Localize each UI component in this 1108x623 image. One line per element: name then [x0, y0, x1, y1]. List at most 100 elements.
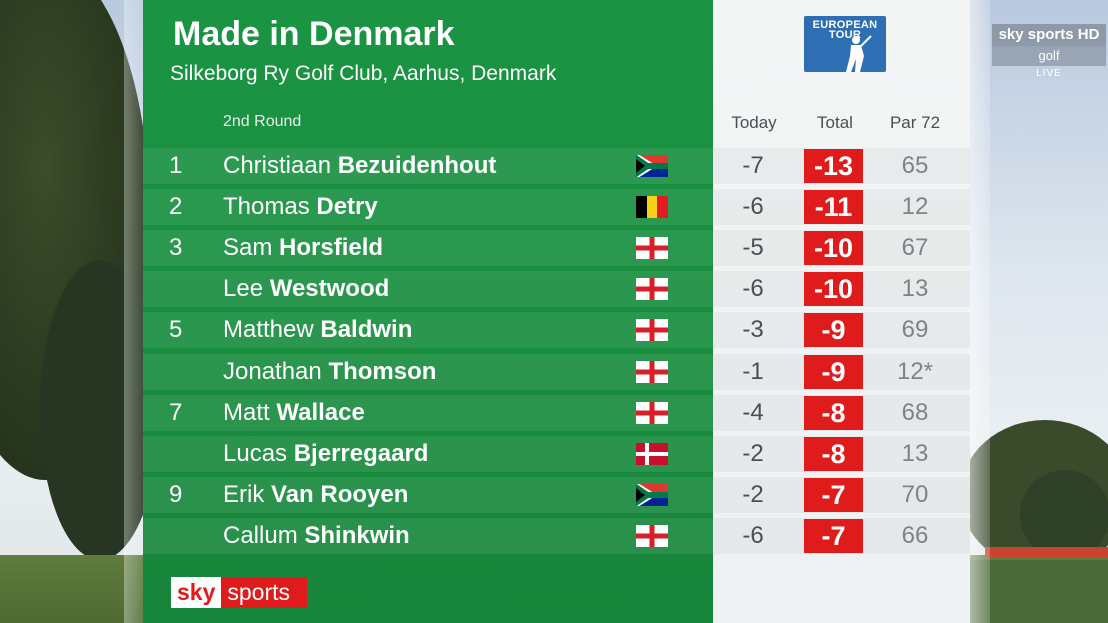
south-africa-flag-icon: [636, 155, 668, 177]
position: 5: [169, 316, 183, 343]
board-frame-left: [124, 0, 143, 623]
player-name: Lucas Bjerregaard: [223, 440, 428, 468]
position: 9: [169, 481, 183, 508]
row-background: [143, 518, 713, 554]
leaderboard-panel: [143, 0, 713, 623]
column-header-par: Par 72: [889, 113, 941, 132]
player-name: Lee Westwood: [223, 275, 389, 303]
today-score: -6: [742, 522, 764, 549]
par-round-score: 66: [901, 522, 929, 549]
row-background: [143, 148, 713, 184]
first-name: Erik: [223, 481, 265, 508]
position: 1: [169, 152, 183, 179]
player-name: Jonathan Thomson: [223, 358, 436, 386]
denmark-flag-icon: [636, 443, 668, 465]
channel-sub: golf: [992, 46, 1106, 66]
today-score: -6: [742, 193, 764, 220]
venue-subtitle: Silkeborg Ry Golf Club, Aarhus, Denmark: [170, 62, 557, 85]
position: 2: [169, 193, 183, 220]
table-row: Lucas Bjerregaard -2 -8 13: [143, 436, 970, 472]
last-name: Shinkwin: [304, 522, 410, 549]
par-round-score: 12*: [896, 358, 934, 385]
par-round-score: 13: [901, 275, 929, 302]
player-name: Christiaan Bezuidenhout: [223, 152, 496, 180]
tree: [1020, 470, 1108, 560]
hospitality-stand: [985, 547, 1108, 557]
tree: [40, 260, 160, 560]
last-name: Bjerregaard: [293, 440, 429, 467]
last-name: Westwood: [269, 275, 390, 302]
row-background: [143, 312, 713, 348]
player-name: Sam Horsfield: [223, 234, 383, 262]
sports-wordmark: sports: [221, 577, 307, 608]
sky-sports-logo: sky sports: [171, 577, 307, 608]
first-name: Christiaan: [223, 152, 332, 179]
par-round-score: 67: [901, 234, 929, 261]
south-africa-flag-icon: [636, 484, 668, 506]
row-background: [143, 436, 713, 472]
round-label: 2nd Round: [223, 113, 302, 130]
total-score: -10: [804, 272, 863, 306]
par-round-score: 12: [901, 193, 929, 220]
total-score: -10: [804, 231, 863, 265]
today-score: -2: [742, 440, 764, 467]
belgium-flag-icon: [636, 196, 668, 218]
live-indicator: LIVE: [1036, 68, 1062, 79]
first-name: Sam: [223, 234, 273, 261]
today-score: -5: [742, 234, 764, 261]
table-row: Lee Westwood -6 -10 13: [143, 271, 970, 307]
england-flag-icon: [636, 525, 668, 547]
column-header-today: Today: [731, 113, 777, 132]
european-tour-logo: EUROPEAN TOUR: [804, 16, 886, 72]
sky-wordmark: sky: [171, 577, 222, 608]
table-row: Jonathan Thomson -1 -9 12*: [143, 354, 970, 390]
first-name: Thomas: [223, 193, 310, 220]
table-row: 9 Erik Van Rooyen -2 -7 70: [143, 477, 970, 513]
row-background: [143, 271, 713, 307]
total-score: -9: [804, 355, 863, 389]
total-score: -9: [804, 313, 863, 347]
today-score: -6: [742, 275, 764, 302]
last-name: Baldwin: [320, 316, 413, 343]
player-name: Thomas Detry: [223, 193, 378, 221]
position: 7: [169, 399, 183, 426]
page-title: Made in Denmark: [173, 15, 455, 53]
last-name: Van Rooyen: [271, 481, 409, 508]
total-score: -13: [804, 149, 863, 183]
table-row: Callum Shinkwin -6 -7 66: [143, 518, 970, 554]
today-score: -3: [742, 316, 764, 343]
last-name: Horsfield: [279, 234, 384, 261]
row-background: [143, 230, 713, 266]
first-name: Matthew: [223, 316, 314, 343]
last-name: Wallace: [276, 399, 365, 426]
england-flag-icon: [636, 361, 668, 383]
player-name: Matthew Baldwin: [223, 316, 412, 344]
table-row: 7 Matt Wallace -4 -8 68: [143, 395, 970, 431]
table-row: 5 Matthew Baldwin -3 -9 69: [143, 312, 970, 348]
last-name: Thomson: [328, 358, 437, 385]
first-name: Lee: [223, 275, 264, 302]
ground: [970, 560, 1108, 623]
total-score: -11: [804, 190, 863, 224]
table-row: 1 Christiaan Bezuidenhout -7 -13 65: [143, 148, 970, 184]
channel-bug: sky sports HD golf LIVE: [992, 24, 1106, 80]
england-flag-icon: [636, 402, 668, 424]
player-name: Matt Wallace: [223, 399, 365, 427]
england-flag-icon: [636, 237, 668, 259]
par-round-score: 68: [901, 399, 929, 426]
today-score: -7: [742, 152, 764, 179]
row-background: [143, 395, 713, 431]
player-name: Erik Van Rooyen: [223, 481, 408, 509]
today-score: -4: [742, 399, 764, 426]
first-name: Matt: [223, 399, 270, 426]
golfer-icon: [846, 35, 872, 72]
first-name: Jonathan: [223, 358, 322, 385]
board-frame-right: [970, 0, 990, 623]
table-row: 2 Thomas Detry -6 -11 12: [143, 189, 970, 225]
player-name: Callum Shinkwin: [223, 522, 410, 550]
row-background: [143, 354, 713, 390]
position: 3: [169, 234, 183, 261]
total-score: -8: [804, 437, 863, 471]
first-name: Lucas: [223, 440, 288, 467]
par-round-score: 69: [901, 316, 929, 343]
